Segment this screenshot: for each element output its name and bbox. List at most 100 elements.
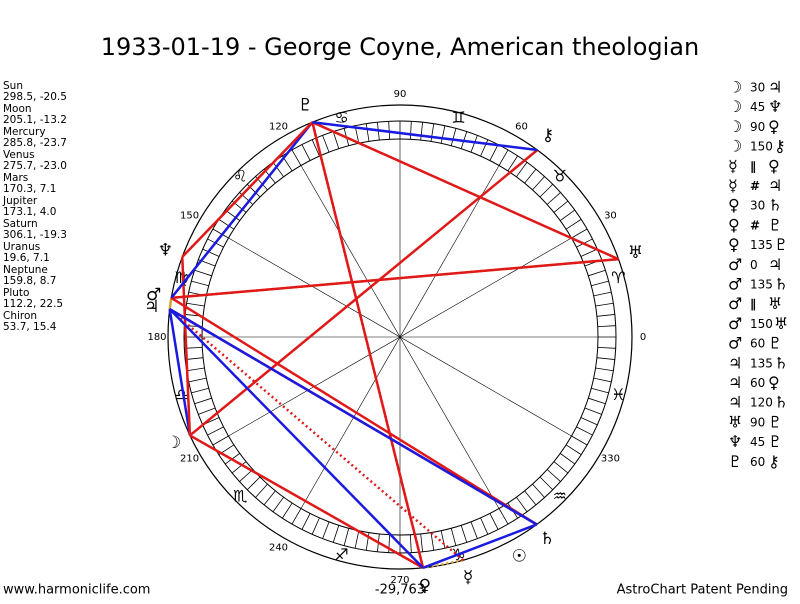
aspect-line: [169, 308, 538, 526]
aspect-line: [181, 256, 192, 436]
ring-tick: [263, 490, 276, 506]
degree-label: 60: [515, 122, 528, 133]
ring-tick: [212, 228, 229, 239]
aspect-to: ♇: [768, 432, 782, 451]
ring-tick: [212, 435, 229, 446]
degree-label: 210: [180, 454, 199, 465]
aspect-to: ♄: [774, 275, 788, 294]
ring-tick: [301, 144, 311, 161]
ring-tick: [559, 453, 575, 465]
ring-tick: [332, 525, 340, 543]
ring-tick: [539, 476, 554, 491]
title: 1933-01-19 - George Coyne, American theo…: [101, 33, 699, 61]
aspect-from: ☿: [728, 176, 738, 195]
zodiac-sign: ♈: [611, 268, 625, 287]
ring-tick: [470, 521, 478, 539]
ring-tick: [559, 209, 575, 221]
ring-tick: [255, 483, 268, 498]
aspect-from: ♂: [728, 334, 742, 353]
ring-tick: [553, 200, 569, 213]
ring-tick: [571, 228, 588, 239]
ring-tick: [524, 490, 537, 506]
planet-glyph: ♄: [540, 529, 555, 549]
ring-tick: [571, 435, 588, 446]
degree-label: 120: [269, 122, 288, 133]
aspect-to: ⚷: [768, 452, 780, 471]
ring-tick: [596, 357, 615, 360]
aspect-line: [181, 121, 314, 258]
planet-glyph: ♇: [298, 96, 313, 116]
aspect-angle: 0: [750, 258, 758, 272]
aspect-from: ☿: [728, 156, 738, 175]
zodiac-sign: ♒: [553, 486, 567, 505]
ring-tick: [186, 302, 205, 307]
aspect-from: ♇: [728, 452, 742, 471]
ring-tick: [498, 508, 509, 525]
ring-tick: [470, 135, 478, 153]
aspect-to: ♇: [768, 215, 782, 234]
ring-tick: [516, 162, 528, 178]
ring-tick: [588, 269, 606, 277]
aspect-to: ♃: [768, 176, 782, 195]
ring-tick: [207, 426, 224, 436]
zodiac-sign: ♋: [334, 108, 348, 127]
ring-tick: [480, 517, 489, 535]
planet-glyph: ☽: [166, 433, 181, 453]
aspect-angle: #: [750, 179, 760, 193]
ring-tick: [539, 183, 554, 198]
aspect-to: ♀: [768, 156, 780, 175]
spoke: [228, 237, 572, 437]
ring-tick: [420, 533, 423, 552]
aspect-angle: 45: [750, 435, 765, 449]
ring-tick: [291, 508, 302, 525]
ring-tick: [272, 496, 284, 512]
aspect-angle: 30: [750, 81, 765, 95]
degree-label: 330: [601, 454, 620, 465]
outer-ring: [167, 104, 633, 570]
planet-glyph: ⚷: [542, 126, 554, 146]
ring-tick: [588, 397, 606, 405]
planet-position: 275.7, -23.0: [3, 160, 67, 172]
aspect-from: ♂: [728, 314, 742, 333]
ring-tick: [239, 469, 254, 482]
planet-position: 173.1, 4.0: [3, 206, 56, 218]
ring-tick: [225, 209, 241, 221]
ring-tick: [218, 219, 235, 230]
aspect-line: [170, 296, 538, 526]
ring-tick: [580, 417, 598, 426]
ring-tick: [430, 123, 435, 142]
planet-glyph: ♅: [628, 243, 643, 263]
zodiac-sign: ♐: [334, 545, 348, 564]
planet-position: 170.3, 7.1: [3, 183, 56, 195]
aspect-angle: 90: [750, 415, 765, 429]
aspect-from: ♆: [728, 432, 742, 451]
ring-tick: [576, 426, 593, 436]
ring-tick: [188, 377, 207, 383]
aspect-line: [422, 523, 538, 570]
aspect-from: ♀: [728, 215, 740, 234]
ring-tick: [420, 122, 423, 141]
ring-tick: [430, 532, 435, 551]
aspect-angle: 60: [750, 376, 765, 390]
ring-tick: [593, 291, 612, 297]
ring-tick: [546, 192, 561, 205]
ring-tick: [524, 168, 537, 184]
planet-glyph: ☉: [512, 547, 527, 567]
ring-tick: [301, 513, 311, 530]
degree-label: 240: [269, 542, 288, 553]
aspect-angle: 45: [750, 100, 765, 114]
ring-tick: [186, 367, 205, 372]
degree-label: 180: [147, 332, 166, 343]
degree-label: 0: [640, 332, 646, 343]
aspect-angle: 60: [750, 337, 765, 351]
ring-tick: [489, 513, 499, 530]
ring-tick: [409, 121, 412, 140]
aspect-angle: 135: [750, 238, 773, 252]
ring-tick: [480, 139, 489, 157]
ring-tick: [191, 280, 209, 287]
ring-tick: [532, 483, 545, 498]
aspect-to: ♀: [768, 117, 780, 136]
planet-name: Saturn: [3, 218, 38, 230]
aspect-angle: 120: [750, 396, 773, 410]
